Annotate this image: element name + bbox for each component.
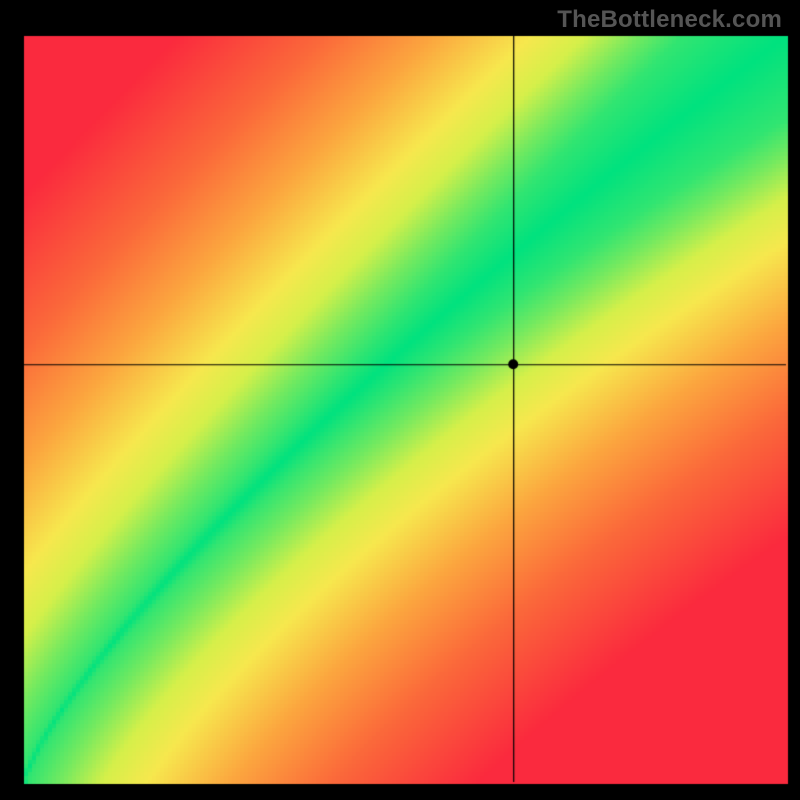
watermark-text: TheBottleneck.com xyxy=(557,6,782,34)
bottleneck-heatmap xyxy=(0,0,800,800)
chart-container: TheBottleneck.com xyxy=(0,0,800,800)
